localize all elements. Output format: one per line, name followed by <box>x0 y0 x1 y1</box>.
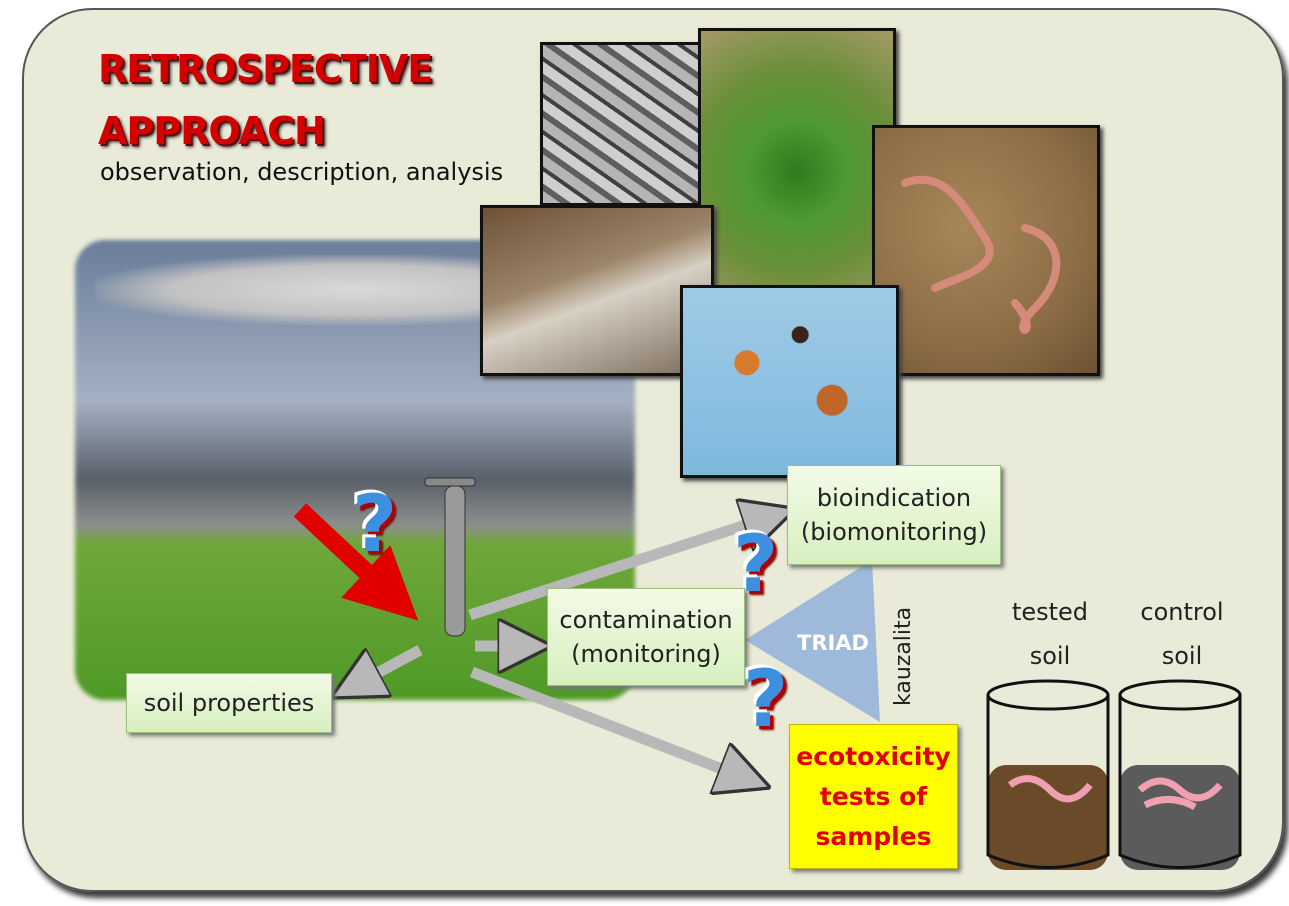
node-label: samples <box>815 821 932 851</box>
soil-label-line: control <box>1140 598 1224 626</box>
arrow <box>470 666 745 778</box>
plant-photo <box>698 28 896 289</box>
question-mark: ? <box>743 655 789 745</box>
mites-photo <box>680 285 899 478</box>
node-label: soil properties <box>143 689 315 717</box>
soil-grey <box>1120 765 1240 870</box>
worm <box>901 175 994 292</box>
control-cup <box>1118 679 1242 870</box>
triad-triangle <box>745 560 880 722</box>
cup-body <box>1118 695 1242 869</box>
cup-rim <box>1118 679 1242 711</box>
lab-photo <box>480 205 714 376</box>
earthworm-photo <box>872 125 1100 376</box>
arrow <box>355 645 423 685</box>
tested-cup <box>986 679 1110 870</box>
causality-label: kauzalita <box>891 607 916 706</box>
node-label: bioindication <box>816 484 972 512</box>
node-label: (biomonitoring) <box>800 518 988 546</box>
node-label: ecotoxicity <box>796 741 951 771</box>
node-label: contamination <box>559 606 733 634</box>
soil-label-line: soil <box>1161 642 1203 670</box>
soil-label-line: soil <box>1029 642 1071 670</box>
node-box: soil properties <box>126 673 332 733</box>
question-mark: ? <box>352 480 398 570</box>
soil-brown <box>988 765 1108 870</box>
question-mark: ? <box>733 520 779 610</box>
soil-label: control soil <box>1122 590 1242 678</box>
worm <box>1007 775 1093 803</box>
worm-drawing <box>901 175 1061 334</box>
title-line: APPROACH <box>98 109 326 153</box>
worm <box>1137 777 1223 811</box>
subtitle: observation, description, analysis <box>100 158 504 186</box>
arrow <box>468 517 770 621</box>
cup-rim <box>986 679 1110 711</box>
node-box: contamination (monitoring) <box>547 588 745 686</box>
sampler-handle <box>424 477 476 487</box>
triad-label: TRIAD <box>797 631 869 655</box>
soil-label-line: tested <box>1011 598 1089 626</box>
node-label: tests of <box>819 781 928 811</box>
node-label: (monitoring) <box>571 640 721 668</box>
red-arrow <box>293 503 419 621</box>
node-box: bioindication (biomonitoring) <box>787 465 1001 565</box>
worm <box>1011 224 1061 334</box>
soil-label: tested soil <box>990 590 1110 678</box>
cup-body <box>986 695 1110 869</box>
node-box: ecotoxicity tests of samples <box>789 724 958 869</box>
sampler-tube <box>444 485 466 637</box>
title: RETROSPECTIVE APPROACH <box>98 38 433 162</box>
title-line: RETROSPECTIVE <box>98 47 433 91</box>
